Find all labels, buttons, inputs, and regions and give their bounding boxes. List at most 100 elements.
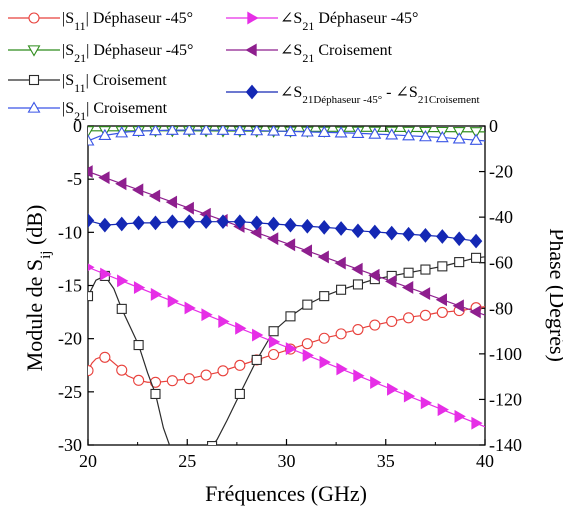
marker-ang_s21_croisement	[401, 281, 414, 294]
legend-item-s11_dephaseur: |S11| Déphaseur -45°	[8, 10, 193, 33]
marker-s11_dephaseur	[183, 373, 195, 385]
marker-ang_s21_dephaseur	[133, 281, 146, 295]
marker-s21_croisement	[385, 128, 399, 140]
marker-s11_croisement	[234, 388, 245, 400]
marker-s21_croisement	[419, 130, 432, 142]
marker-ang_difference	[98, 217, 112, 233]
marker-ang_s21_dephaseur	[184, 301, 196, 315]
marker-ang_s21_dephaseur	[387, 382, 399, 396]
series-line-s11_croisement	[88, 256, 485, 445]
marker-s21_croisement	[199, 126, 213, 135]
legend-item-ang_difference: ∠S21Déphaseur -45° - ∠S21Croisement	[226, 84, 480, 106]
marker-s11_dephaseur	[419, 309, 432, 321]
marker-ang_difference	[301, 218, 314, 234]
marker-ang_s21_dephaseur	[235, 321, 247, 335]
marker-ang_difference	[402, 226, 415, 242]
y-right-tick-label: 0	[489, 116, 498, 136]
marker-s11_dephaseur	[301, 338, 313, 350]
marker-s11_croisement	[437, 261, 448, 272]
marker-s21_croisement	[267, 126, 281, 136]
marker-s21_croisement	[284, 126, 297, 137]
y-left-tick-label: -20	[58, 329, 82, 349]
marker-s21_croisement	[469, 133, 483, 145]
marker-s11_dephaseur	[318, 332, 330, 344]
marker-s11_croisement	[403, 267, 414, 278]
marker-ang_s21_dephaseur	[353, 369, 365, 383]
marker-ang_s21_croisement	[266, 232, 279, 246]
marker-ang_difference	[436, 229, 449, 244]
series-group	[88, 126, 485, 445]
series-s11_croisement	[88, 252, 485, 445]
legend-label: |S21| Déphaseur -45°	[62, 42, 193, 65]
marker-s21_croisement	[300, 126, 314, 137]
marker-ang_s21_dephaseur	[437, 403, 449, 417]
marker-s21_croisement	[368, 127, 382, 139]
legend-label-sub: 11	[74, 19, 86, 33]
marker-s21_croisement	[88, 134, 95, 146]
marker-s11_croisement	[471, 252, 482, 263]
legend-item-s11_croisement: |S11| Croisement	[8, 72, 167, 95]
y-right-tick-label: -100	[489, 344, 522, 364]
legend-label-part: | Croisement	[86, 100, 168, 117]
series-ang_s21_dephaseur	[88, 263, 485, 430]
series-s21_croisement	[88, 126, 485, 146]
marker-ang_difference	[132, 215, 145, 231]
legend-label-sub: 11	[74, 81, 86, 95]
marker-s11_croisement	[116, 303, 127, 314]
y-right-tick-label: -80	[489, 298, 513, 318]
marker-s11_dephaseur	[369, 319, 381, 331]
series-ang_difference	[88, 213, 483, 249]
legend-item-s21_dephaseur: |S21| Déphaseur -45°	[8, 42, 193, 65]
marker-ang_difference	[199, 214, 213, 230]
marker-s11_dephaseur	[116, 364, 128, 376]
legend-label: ∠S21Déphaseur -45° - ∠S21Croisement	[280, 84, 480, 106]
marker-s11_dephaseur	[133, 374, 145, 386]
legend-label: |S11| Croisement	[62, 72, 167, 95]
y-left-axis-title-main: Module de S	[22, 259, 47, 371]
marker-s11_croisement	[454, 257, 465, 268]
legend-label: ∠S21 Croisement	[280, 42, 393, 65]
marker-s11_croisement	[268, 326, 279, 337]
marker-s11_dephaseur	[200, 369, 212, 381]
y-right-axis-title: Phase (Degrés)	[545, 228, 563, 362]
marker-s11_croisement	[88, 291, 94, 302]
marker-s11_dephaseur	[352, 323, 364, 336]
marker-ang_s21_croisement	[351, 262, 363, 276]
marker-ang_s21_dephaseur	[201, 308, 213, 322]
plot-frame	[87, 125, 486, 446]
marker-ang_s21_croisement	[368, 268, 380, 282]
marker-ang_difference	[250, 215, 263, 231]
marker-s11_croisement	[133, 339, 144, 351]
marker-s21_croisement	[182, 126, 196, 135]
marker-s21_croisement	[149, 126, 162, 136]
legend-item-ang_s21_dephaseur: ∠S21 Déphaseur -45°	[226, 10, 418, 33]
legend-label: ∠S21 Déphaseur -45°	[280, 10, 418, 33]
marker-s11_dephaseur	[217, 365, 229, 377]
marker-ang_s21_dephaseur	[471, 416, 483, 430]
marker-s21_croisement	[250, 126, 264, 136]
legend-label-sub: 21	[74, 109, 86, 123]
marker-ang_s21_croisement	[250, 226, 262, 240]
y-right-tick-label: -40	[489, 207, 513, 227]
marker-ang_s21_dephaseur	[117, 274, 129, 288]
marker-ang_difference	[284, 217, 297, 233]
marker-ang_s21_dephaseur	[88, 263, 95, 272]
series-line-ang_difference	[88, 219, 477, 242]
marker-ang_s21_dephaseur	[403, 389, 416, 403]
marker-ang_s21_croisement	[452, 299, 464, 313]
marker-s21_croisement	[402, 129, 416, 141]
legend-label-part: Croisement	[314, 42, 392, 59]
marker-s21_croisement	[165, 126, 179, 135]
marker-s21_croisement	[452, 132, 466, 144]
marker-ang_s21_croisement	[283, 238, 296, 252]
marker-ang_difference	[233, 214, 247, 230]
marker-ang_s21_croisement	[132, 183, 144, 197]
legend: |S11| Déphaseur -45° |S21| Déphaseur -45°…	[8, 10, 480, 123]
marker-ang_difference	[183, 214, 196, 230]
marker-s11_dephaseur	[436, 306, 448, 318]
legend-marker	[245, 84, 259, 100]
marker-s11_dephaseur	[335, 328, 347, 340]
y-right-tick-label: -120	[489, 389, 522, 409]
marker-ang_s21_dephaseur	[150, 287, 163, 301]
marker-s21_croisement	[233, 126, 247, 136]
